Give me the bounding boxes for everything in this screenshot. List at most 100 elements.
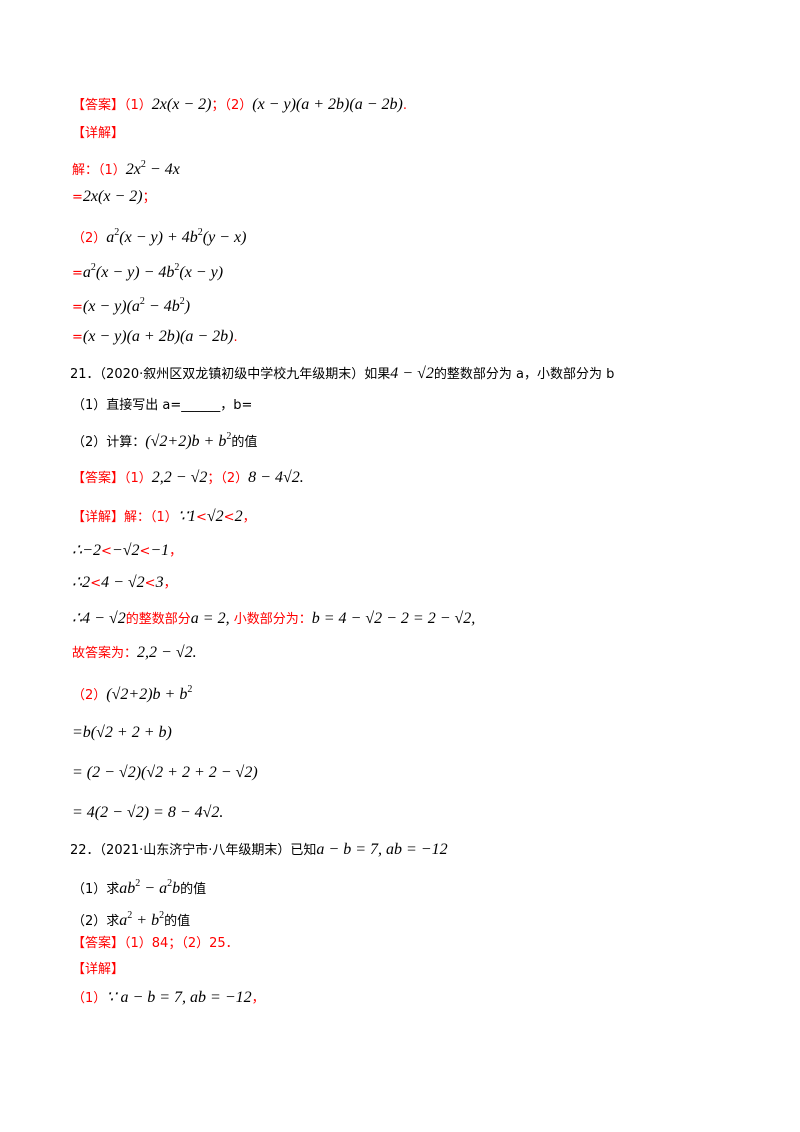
text-segment: 【答案】 bbox=[72, 98, 125, 113]
text-segment: = bbox=[72, 190, 83, 205]
superscript: 2 bbox=[135, 878, 141, 889]
text-line: =(x − y)(a2 − 4b2) bbox=[72, 292, 190, 318]
text-segment: ， bbox=[242, 510, 256, 525]
text-segment: 小数部分为： bbox=[229, 612, 312, 627]
math-expression: (x − y)(a + 2b)(a − 2b) bbox=[252, 96, 403, 113]
math-expression: − 4x bbox=[145, 161, 180, 178]
text-segment: 【详解】 bbox=[72, 126, 125, 141]
text-line: = 4(2 − √2) = 8 − 4√2. bbox=[72, 803, 223, 824]
text-line: 22．（2021·山东济宁市·八年级期末）已知a − b = 7, ab = −… bbox=[70, 840, 448, 861]
text-line: =a2(x − y) − 4b2(x − y) bbox=[72, 258, 223, 284]
math-expression: (√2+2)b + b bbox=[145, 433, 227, 450]
math-expression: (x − y) − 4b bbox=[95, 264, 175, 281]
superscript: 2 bbox=[226, 431, 232, 442]
text-segment: 22．（2021·山东济宁市·八年级期末）已知 bbox=[70, 843, 317, 858]
math-expression: a bbox=[106, 229, 115, 246]
text-segment: ；（2） bbox=[207, 471, 249, 486]
text-segment: < bbox=[90, 576, 102, 591]
text-segment: 【答案】（1） bbox=[72, 471, 152, 486]
text-line: 【详解】 bbox=[72, 960, 124, 980]
text-line: 故答案为：2,2 − √2. bbox=[72, 643, 197, 664]
math-expression: −1 bbox=[150, 542, 170, 559]
math-expression: 3 bbox=[155, 574, 164, 591]
math-expression: a bbox=[82, 264, 91, 281]
text-line: ∴−2<−√2<−1， bbox=[72, 541, 182, 562]
text-segment: 21．（2020·叙州区双龙镇初级中学校九年级期末）如果 bbox=[70, 367, 391, 382]
math-expression: ∴−2 bbox=[72, 542, 101, 559]
math-expression: a = 2, bbox=[190, 610, 230, 627]
math-expression: =b(√2 + 2 + b) bbox=[72, 724, 172, 741]
math-expression: (x − y)(a bbox=[82, 298, 140, 315]
text-segment: （1） bbox=[124, 98, 152, 113]
math-expression: = 4(2 − √2) = 8 − 4√2. bbox=[72, 804, 224, 821]
text-segment: < bbox=[100, 544, 112, 559]
superscript: 2 bbox=[159, 910, 165, 921]
math-expression: −√2 bbox=[111, 542, 140, 559]
text-segment: < bbox=[195, 510, 207, 525]
math-expression: − a bbox=[140, 880, 168, 897]
math-expression: a − b = 7, ab = −12 bbox=[316, 841, 448, 858]
superscript: 2 bbox=[90, 262, 96, 273]
math-expression: ∵1 bbox=[177, 508, 196, 525]
text-segment: = bbox=[72, 330, 83, 345]
math-expression: (x − y) + 4b bbox=[119, 229, 198, 246]
text-segment: 的值 bbox=[164, 914, 191, 929]
superscript: 2 bbox=[167, 878, 173, 889]
text-line: （2）(√2+2)b + b2 bbox=[72, 680, 192, 706]
text-segment: 【详解】 bbox=[72, 962, 125, 977]
math-expression: 2x bbox=[125, 161, 141, 178]
math-expression: (√2+2)b + b bbox=[106, 686, 188, 703]
text-line: （1）直接写出 a=______，b= bbox=[72, 396, 252, 416]
text-segment: = bbox=[72, 266, 83, 281]
math-expression: + b bbox=[132, 912, 160, 929]
math-expression: 2,2 − √2 bbox=[151, 469, 208, 486]
math-expression: 4 − √2 bbox=[101, 574, 145, 591]
text-line: 【详解】解：（1）∵1<√2<2， bbox=[72, 507, 256, 528]
math-expression: ∵ a − b = 7, ab = −12 bbox=[106, 989, 252, 1006]
text-segment: ； bbox=[142, 190, 156, 205]
superscript: 2 bbox=[140, 159, 146, 170]
math-expression: 8 − 4√2. bbox=[248, 469, 304, 486]
text-line: =2x(x − 2)； bbox=[72, 187, 156, 208]
superscript: 2 bbox=[174, 262, 180, 273]
superscript: 2 bbox=[127, 910, 133, 921]
superscript: 2 bbox=[187, 684, 193, 695]
text-segment: 的整数部分为 a，小数部分为 b bbox=[433, 367, 615, 382]
math-expression: ab bbox=[119, 880, 136, 897]
text-segment: 故答案为： bbox=[72, 646, 138, 661]
text-line: 【答案】（1）2x(x − 2)；（2）(x − y)(a + 2b)(a − … bbox=[72, 95, 407, 116]
text-segment: 的整数部分 bbox=[125, 612, 191, 627]
text-line: （2）求a2 + b2的值 bbox=[72, 906, 190, 932]
text-segment: < bbox=[223, 510, 235, 525]
text-line: 【详解】 bbox=[72, 124, 124, 144]
superscript: 2 bbox=[179, 296, 185, 307]
superscript: 2 bbox=[114, 227, 120, 238]
text-segment: < bbox=[144, 576, 156, 591]
math-expression: ∴4 − √2 bbox=[72, 610, 126, 627]
math-expression: 4 − √2 bbox=[390, 365, 434, 382]
text-segment: ， bbox=[169, 544, 183, 559]
text-segment: 的值 bbox=[180, 882, 207, 897]
math-expression: (y − x) bbox=[202, 229, 247, 246]
text-segment: = bbox=[72, 300, 83, 315]
text-segment: 【详解】解：（1） bbox=[72, 510, 178, 525]
text-line: = (2 − √2)(√2 + 2 + 2 − √2) bbox=[72, 763, 258, 784]
text-line: （1）∵ a − b = 7, ab = −12， bbox=[72, 988, 265, 1009]
text-line: =b(√2 + 2 + b) bbox=[72, 723, 172, 744]
text-line: =(x − y)(a + 2b)(a − 2b). bbox=[72, 327, 238, 348]
math-expression: (x − y)(a + 2b)(a − 2b) bbox=[82, 328, 234, 345]
text-segment: （2） bbox=[72, 231, 107, 246]
text-line: （2）计算：(√2+2)b + b2的值 bbox=[72, 427, 257, 453]
text-line: （2）a2(x − y) + 4b2(y − x) bbox=[72, 223, 246, 249]
text-line: ∴2<4 − √2<3， bbox=[72, 573, 177, 594]
text-segment: ， bbox=[251, 991, 265, 1006]
text-segment: < bbox=[139, 544, 151, 559]
text-segment: ； bbox=[211, 98, 225, 113]
text-line: 21．（2020·叙州区双龙镇初级中学校九年级期末）如果4 − √2的整数部分为… bbox=[70, 364, 614, 385]
text-segment: 的值 bbox=[231, 435, 258, 450]
math-expression: = (2 − √2)(√2 + 2 + 2 − √2) bbox=[72, 764, 258, 781]
math-expression: b bbox=[172, 880, 181, 897]
math-expression: ∴2 bbox=[72, 574, 91, 591]
text-segment: 【答案】（1）84；（2）25． bbox=[72, 936, 239, 951]
math-expression: (x − y) bbox=[179, 264, 224, 281]
